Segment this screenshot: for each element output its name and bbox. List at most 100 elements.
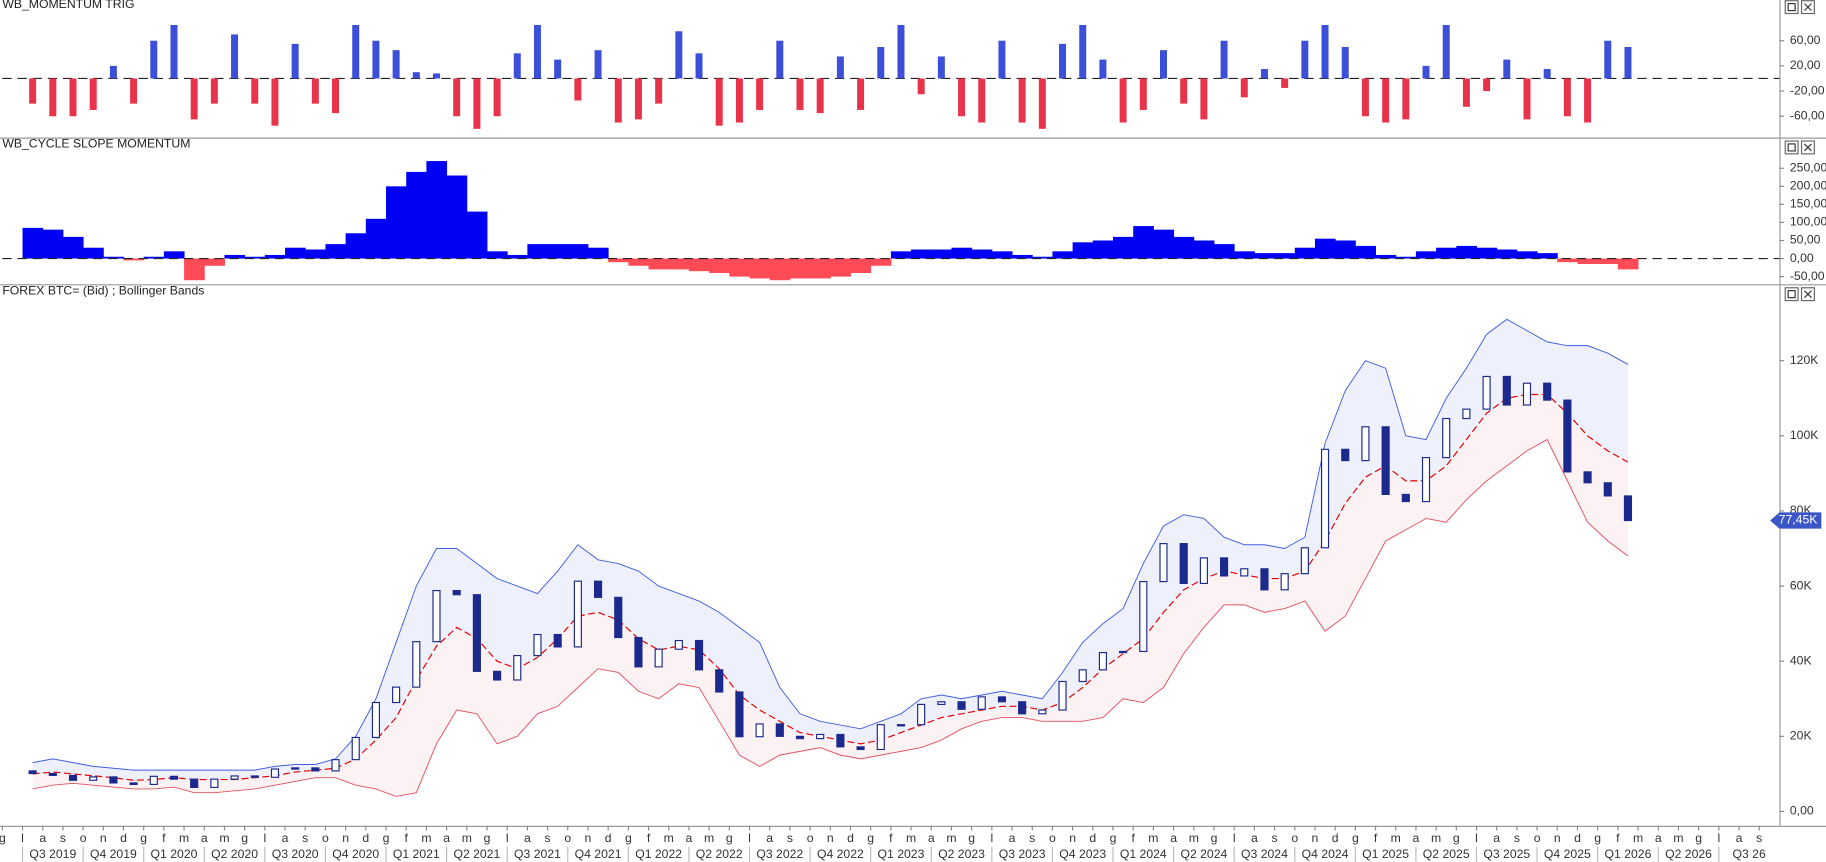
- bar: [1422, 65, 1430, 79]
- area-segment: [1213, 244, 1235, 259]
- x-month-label: a: [282, 831, 289, 845]
- panel-title: WB_CYCLE SLOPE MOMENTUM: [2, 137, 190, 151]
- area-segment: [507, 254, 528, 259]
- candle-body: [1603, 482, 1612, 497]
- bar: [1361, 78, 1369, 117]
- bar: [978, 78, 986, 123]
- x-month-label: m: [1673, 831, 1683, 845]
- y-tick-label: 250,00: [1790, 161, 1826, 175]
- area-segment: [1193, 240, 1215, 259]
- candle-body: [311, 767, 320, 772]
- area-segment: [749, 258, 771, 279]
- bar: [836, 56, 844, 79]
- area-segment: [1335, 240, 1356, 259]
- area-segment: [426, 161, 448, 259]
- maximize-button[interactable]: [1784, 287, 1799, 302]
- x-quarter-label: Q1 2025: [1362, 847, 1409, 861]
- x-quarter-label: Q1 2022: [635, 847, 682, 861]
- candle-body: [48, 772, 57, 776]
- x-month-label: f: [162, 831, 166, 845]
- bar: [675, 31, 683, 79]
- candle-body: [1543, 382, 1552, 401]
- x-month-label: n: [1554, 831, 1561, 845]
- candle-body: [1078, 669, 1087, 683]
- x-month-label: l: [990, 831, 993, 845]
- bar: [1402, 78, 1410, 120]
- bar: [1018, 78, 1026, 123]
- panel: 120K100K80K60K40K20K0,0077,45Kglasondgfm…: [0, 318, 1822, 862]
- area-segment: [42, 229, 64, 259]
- bar: [170, 24, 178, 79]
- x-month-label: g: [1594, 831, 1601, 845]
- bar: [251, 78, 259, 104]
- candle-body: [1361, 426, 1370, 462]
- x-month-label: l: [263, 831, 266, 845]
- area-segment: [22, 227, 44, 259]
- area-segment: [1133, 226, 1154, 259]
- candle-body: [836, 733, 845, 748]
- x-month-label: d: [1089, 831, 1096, 845]
- panel-title: FOREX BTC= (Bid) ; Bollinger Bands: [2, 283, 204, 297]
- area-segment: [648, 258, 670, 270]
- x-month-label: f: [889, 831, 893, 845]
- x-month-label: a: [1170, 831, 1177, 845]
- x-month-label: s: [60, 831, 66, 845]
- candle-body: [1522, 382, 1532, 406]
- candle-body: [634, 636, 643, 668]
- candle-body: [1038, 709, 1047, 715]
- y-tick-label: -20,00: [1790, 83, 1825, 97]
- x-quarter-label: Q3 2024: [1241, 847, 1288, 861]
- x-month-label: a: [524, 831, 531, 845]
- bar: [29, 78, 37, 104]
- bar: [1059, 43, 1067, 79]
- area-segment: [1314, 238, 1336, 259]
- maximize-button[interactable]: [1784, 140, 1799, 155]
- x-quarter-label: Q4 2019: [90, 847, 137, 861]
- candle-body: [270, 768, 280, 778]
- candle-body: [331, 759, 340, 772]
- x-month-label: s: [1272, 831, 1278, 845]
- area-segment: [62, 236, 84, 259]
- bar: [332, 78, 340, 114]
- bar: [735, 78, 743, 123]
- area-segment: [911, 249, 932, 259]
- close-icon: [1804, 290, 1812, 299]
- window-buttons[interactable]: [1784, 0, 1815, 302]
- maximize-icon: [1787, 3, 1796, 12]
- area-segment: [1476, 247, 1498, 259]
- x-month-label: a: [1009, 831, 1016, 845]
- x-month-label: o: [1534, 831, 1541, 845]
- x-month-label: a: [1493, 831, 1500, 845]
- candle-body: [755, 723, 764, 738]
- area-segment: [870, 258, 892, 266]
- candle-body: [392, 686, 401, 704]
- area-segment: [83, 247, 104, 259]
- bar: [1341, 47, 1349, 79]
- candle-body: [856, 746, 865, 751]
- candle-body: [1442, 417, 1451, 459]
- x-month-label: m: [179, 831, 189, 845]
- maximize-button[interactable]: [1784, 0, 1799, 15]
- x-month-label: n: [827, 831, 834, 845]
- y-tick-label: 50,00: [1790, 233, 1821, 247]
- x-quarter-label: Q1 2024: [1120, 847, 1167, 861]
- x-month-label: a: [1655, 831, 1662, 845]
- area-segment: [1052, 251, 1074, 259]
- area-segment: [587, 247, 609, 259]
- candle-body: [513, 654, 522, 681]
- candle-body: [129, 782, 138, 786]
- bar: [291, 43, 299, 79]
- bar: [1543, 69, 1551, 79]
- x-month-label: l: [21, 831, 24, 845]
- bar: [190, 78, 198, 120]
- y-tick-label: 150,00: [1790, 197, 1826, 211]
- x-quarter-label: Q4 2022: [817, 847, 864, 861]
- candle-body: [1401, 493, 1410, 503]
- bar: [1220, 40, 1228, 79]
- area-segment: [1032, 256, 1053, 259]
- candle-body: [896, 724, 906, 727]
- area-segment: [143, 256, 165, 259]
- area-segment: [527, 244, 549, 259]
- candle-body: [1119, 650, 1128, 654]
- bar: [89, 78, 97, 110]
